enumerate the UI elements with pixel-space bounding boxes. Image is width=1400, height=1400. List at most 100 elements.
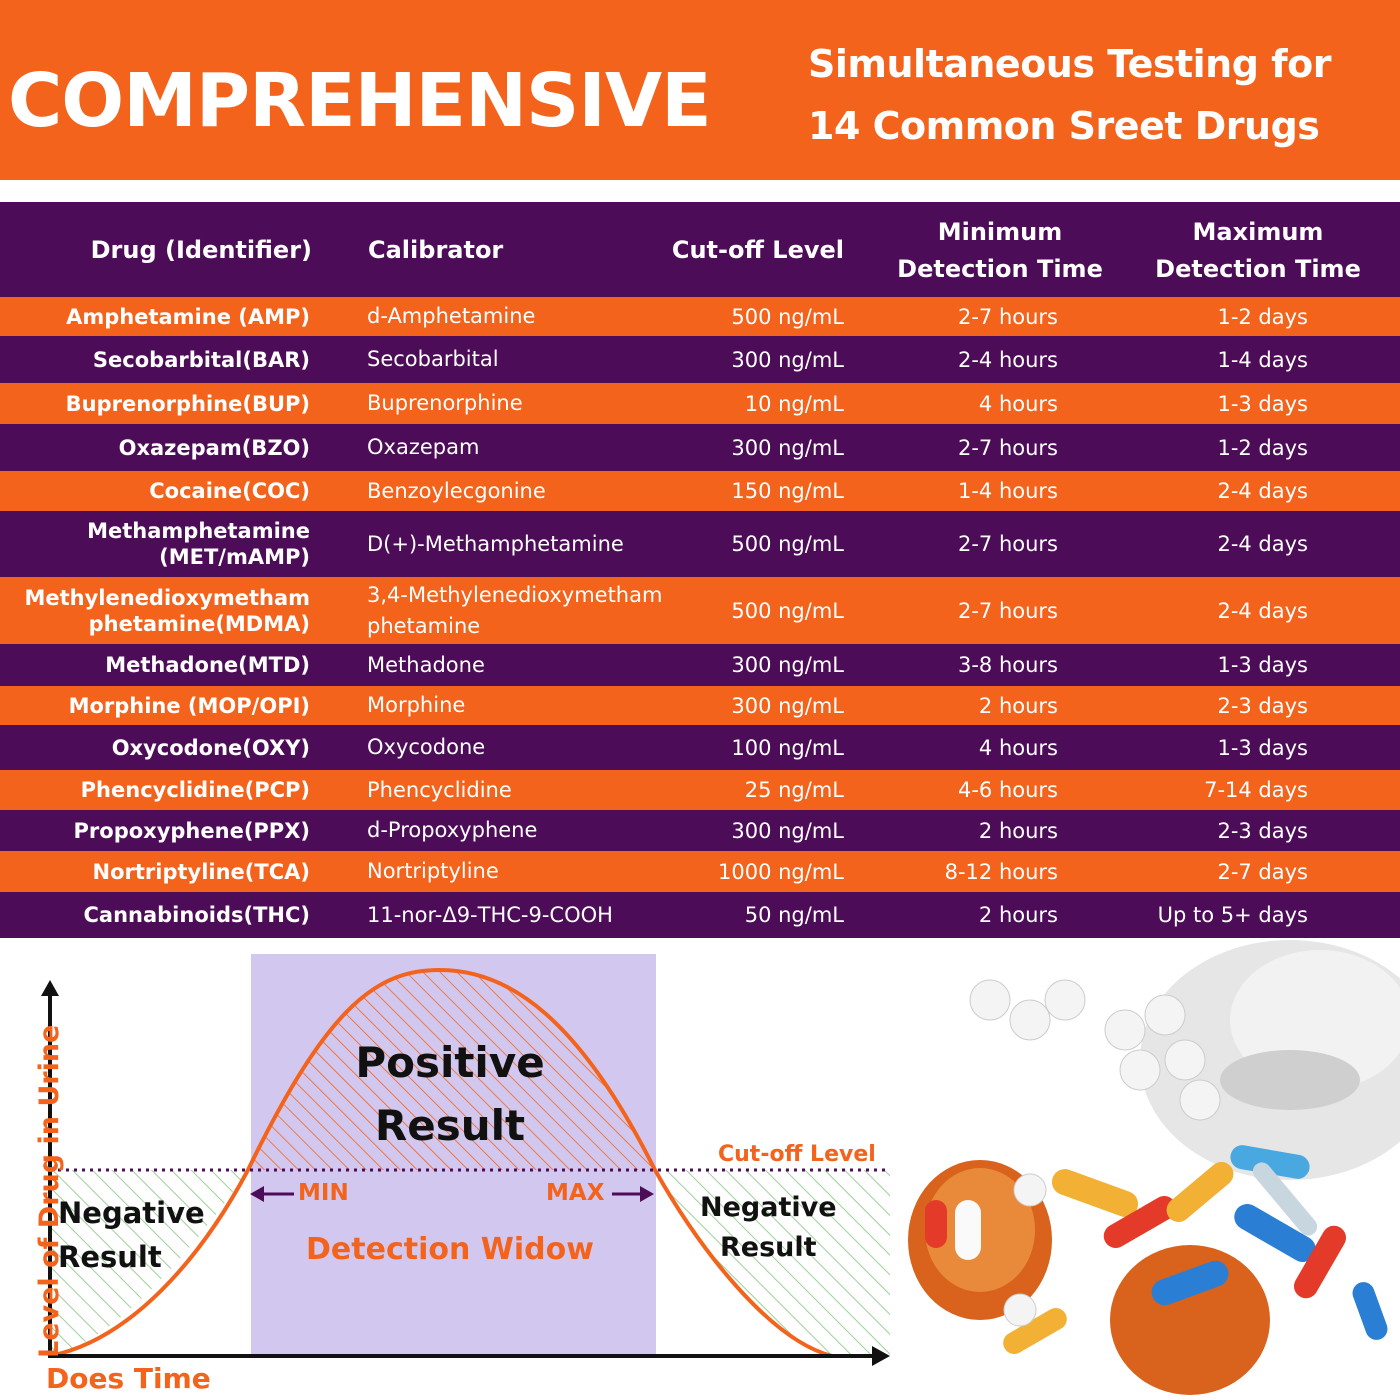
table-body: Amphetamine (AMP) d-Amphetamine 500 ng/mL 2…: [0, 297, 1400, 938]
drug-table: Drug (Identifier) Calibrator Cut-off Lev…: [0, 202, 1400, 938]
positive-label-line1: Positive: [355, 1038, 545, 1087]
table-row: Propoxyphene(PPX) d-Propoxyphene 300 ng/mL…: [0, 810, 1400, 851]
capsule: [1352, 1282, 1388, 1340]
cell-cutoff: 150 ng/mL: [731, 479, 844, 503]
pills-illustration: [908, 940, 1400, 1395]
syringe: [1252, 1162, 1318, 1236]
header-max-line2: Detection Time: [1155, 255, 1361, 283]
negative-left-line2: Result: [58, 1240, 162, 1274]
pills-image: [900, 940, 1400, 1400]
capsule: [1234, 1204, 1316, 1262]
positive-area: [248, 970, 655, 1170]
cell-min-detection: 3-8 hours: [957, 653, 1058, 677]
capsule: [1051, 1169, 1139, 1217]
cell-calibrator: Benzoylecgonine: [367, 478, 546, 503]
cell-drug: Oxazepam(BZO): [118, 435, 310, 460]
cell-cutoff: 25 ng/mL: [744, 778, 844, 802]
table-row: Secobarbital(BAR) Secobarbital 300 ng/mL 2-…: [0, 336, 1400, 383]
capsule: [1151, 1260, 1229, 1306]
cell-calibrator: Nortriptyline: [367, 859, 499, 883]
cell-min-detection: 2 hours: [978, 903, 1058, 927]
cell-drug: Amphetamine (AMP): [66, 304, 310, 329]
header-banner: COMPREHENSIVE Simultaneous Testing for 1…: [0, 0, 1400, 180]
y-axis-label: Level of Drug in Urine: [34, 1024, 65, 1358]
positive-label-line2: Result: [374, 1101, 526, 1150]
cell-calibrator: Oxycodone: [367, 735, 486, 759]
capsule: [1230, 1145, 1310, 1179]
header-subtitle-line1: Simultaneous Testing for: [808, 42, 1332, 86]
cell-max-detection: 1-4 days: [1217, 347, 1308, 372]
cell-cutoff: 500 ng/mL: [731, 304, 844, 329]
table-row: Cannabinoids(THC) 11-nor-Δ9-THC-9-COOH 50 …: [0, 892, 1400, 938]
capsule: [1003, 1308, 1067, 1354]
capsule: [1103, 1196, 1177, 1249]
cell-max-detection: 2-4 days: [1217, 479, 1308, 503]
cell-cutoff: 50 ng/mL: [744, 903, 844, 927]
cell-max-detection: 2-3 days: [1217, 818, 1308, 843]
table-row: Methamphetamine (MET/mAMP) D(+)-Methamphe…: [0, 511, 1400, 577]
table-row: Methadone(MTD) Methadone 300 ng/mL 3-8 hour…: [0, 644, 1400, 686]
cell-calibrator: Secobarbital: [367, 347, 499, 371]
cell-calibrator: 3,4-Methylenedioxymetham phetamine: [367, 582, 663, 638]
cell-cutoff: 300 ng/mL: [731, 693, 844, 718]
cell-max-detection: 2-7 days: [1217, 859, 1308, 884]
cell-min-detection: 2-7 hours: [957, 532, 1058, 556]
cell-min-detection: 2-7 hours: [957, 435, 1058, 460]
table-row: Cocaine(COC) Benzoylecgonine 150 ng/mL 1-4 …: [0, 471, 1400, 511]
cell-cutoff: 300 ng/mL: [731, 653, 844, 677]
cell-calibrator: Oxazepam: [367, 435, 480, 459]
cell-drug: Methylenedioxymetham phetamine(MDMA): [24, 585, 310, 636]
header-title: COMPREHENSIVE: [8, 58, 712, 144]
cell-drug: Phencyclidine(PCP): [80, 778, 310, 802]
cell-drug: Secobarbital(BAR): [92, 347, 310, 372]
header-min-line1: Minimum: [937, 218, 1063, 246]
pill-bottle-2: [1110, 1245, 1270, 1395]
header-calibrator: Calibrator: [368, 236, 504, 264]
cell-drug: Methamphetamine (MET/mAMP): [87, 519, 310, 569]
detection-window-diagram: [0, 940, 900, 1400]
table-row: Morphine (MOP/OPI) Morphine 300 ng/mL 2 hou…: [0, 686, 1400, 725]
cell-calibrator: D(+)-Methamphetamine: [367, 531, 624, 556]
x-axis-label: Does Time: [46, 1362, 211, 1395]
cell-drug: Propoxyphene(PPX): [73, 818, 310, 843]
negative-right-line2: Result: [720, 1232, 817, 1263]
tablet: [969, 979, 1011, 1021]
cell-min-detection: 8-12 hours: [944, 859, 1058, 884]
cell-drug: Cannabinoids(THC): [83, 903, 311, 927]
cell-max-detection: 1-2 days: [1217, 304, 1308, 329]
header-drug: Drug (Identifier): [90, 236, 312, 264]
header-max-detection: Maximum Detection Time: [1130, 214, 1386, 288]
cell-min-detection: 1-4 hours: [957, 479, 1058, 503]
cell-min-detection: 2 hours: [978, 693, 1058, 718]
cell-calibrator: Morphine: [367, 693, 466, 717]
tablet: [1144, 994, 1186, 1036]
capsule: [1166, 1162, 1234, 1222]
header-subtitle-line2: 14 Common Sreet Drugs: [808, 104, 1320, 148]
cell-max-detection: Up to 5+ days: [1157, 903, 1308, 927]
capsule: [925, 1200, 947, 1248]
cell-max-detection: 1-3 days: [1217, 653, 1308, 677]
tablet: [1013, 1173, 1047, 1207]
table-row: Amphetamine (AMP) d-Amphetamine 500 ng/mL 2…: [0, 297, 1400, 336]
cell-cutoff: 1000 ng/mL: [718, 859, 844, 884]
header-min-line2: Detection Time: [897, 255, 1103, 283]
cell-calibrator: Buprenorphine: [367, 391, 523, 415]
cell-drug: Oxycodone(OXY): [111, 735, 310, 760]
cell-calibrator: Phencyclidine: [367, 777, 512, 802]
powder-spoon-image: [1220, 1050, 1360, 1110]
tablet: [1179, 1079, 1221, 1121]
cell-cutoff: 300 ng/mL: [731, 818, 844, 843]
table-row: Oxycodone(OXY) Oxycodone 100 ng/mL 4 hours 1…: [0, 725, 1400, 770]
cell-calibrator: 11-nor-Δ9-THC-9-COOH: [367, 902, 613, 927]
negative-area-left: [50, 1170, 248, 1356]
tablet: [1044, 979, 1086, 1021]
min-arrowhead: [250, 1186, 264, 1202]
cell-drug: Morphine (MOP/OPI): [68, 693, 310, 718]
tablet: [1119, 1049, 1161, 1091]
diagram-svg: [41, 954, 890, 1366]
cell-max-detection: 2-4 days: [1217, 598, 1308, 623]
cell-min-detection: 2-4 hours: [957, 347, 1058, 372]
negative-right-line1: Negative: [700, 1192, 837, 1223]
cell-min-detection: 4 hours: [978, 391, 1058, 416]
header-max-line1: Maximum: [1192, 218, 1324, 246]
